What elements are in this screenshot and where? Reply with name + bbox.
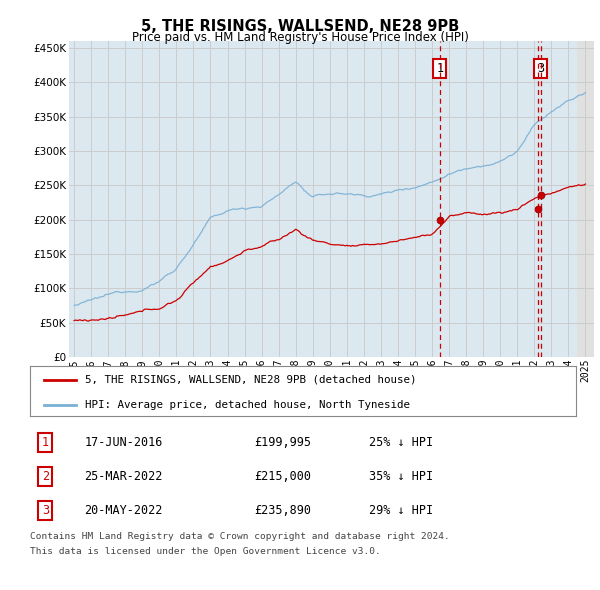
Text: 35% ↓ HPI: 35% ↓ HPI <box>368 470 433 483</box>
Text: 17-JUN-2016: 17-JUN-2016 <box>85 436 163 449</box>
Text: 2: 2 <box>42 470 49 483</box>
Text: £199,995: £199,995 <box>254 436 311 449</box>
Text: 5, THE RISINGS, WALLSEND, NE28 9PB: 5, THE RISINGS, WALLSEND, NE28 9PB <box>141 19 459 34</box>
Text: 3: 3 <box>537 63 544 76</box>
Text: 3: 3 <box>42 504 49 517</box>
Text: Contains HM Land Registry data © Crown copyright and database right 2024.: Contains HM Land Registry data © Crown c… <box>30 532 450 541</box>
Text: 1: 1 <box>42 436 49 449</box>
Text: £235,890: £235,890 <box>254 504 311 517</box>
Bar <box>577 41 594 357</box>
Text: HPI: Average price, detached house, North Tyneside: HPI: Average price, detached house, Nort… <box>85 400 410 410</box>
Text: 29% ↓ HPI: 29% ↓ HPI <box>368 504 433 517</box>
Text: 1: 1 <box>436 63 443 76</box>
Text: Price paid vs. HM Land Registry's House Price Index (HPI): Price paid vs. HM Land Registry's House … <box>131 31 469 44</box>
Text: 25% ↓ HPI: 25% ↓ HPI <box>368 436 433 449</box>
Text: 5, THE RISINGS, WALLSEND, NE28 9PB (detached house): 5, THE RISINGS, WALLSEND, NE28 9PB (deta… <box>85 375 416 385</box>
Text: £215,000: £215,000 <box>254 470 311 483</box>
Text: 20-MAY-2022: 20-MAY-2022 <box>85 504 163 517</box>
Text: This data is licensed under the Open Government Licence v3.0.: This data is licensed under the Open Gov… <box>30 547 381 556</box>
Text: 25-MAR-2022: 25-MAR-2022 <box>85 470 163 483</box>
